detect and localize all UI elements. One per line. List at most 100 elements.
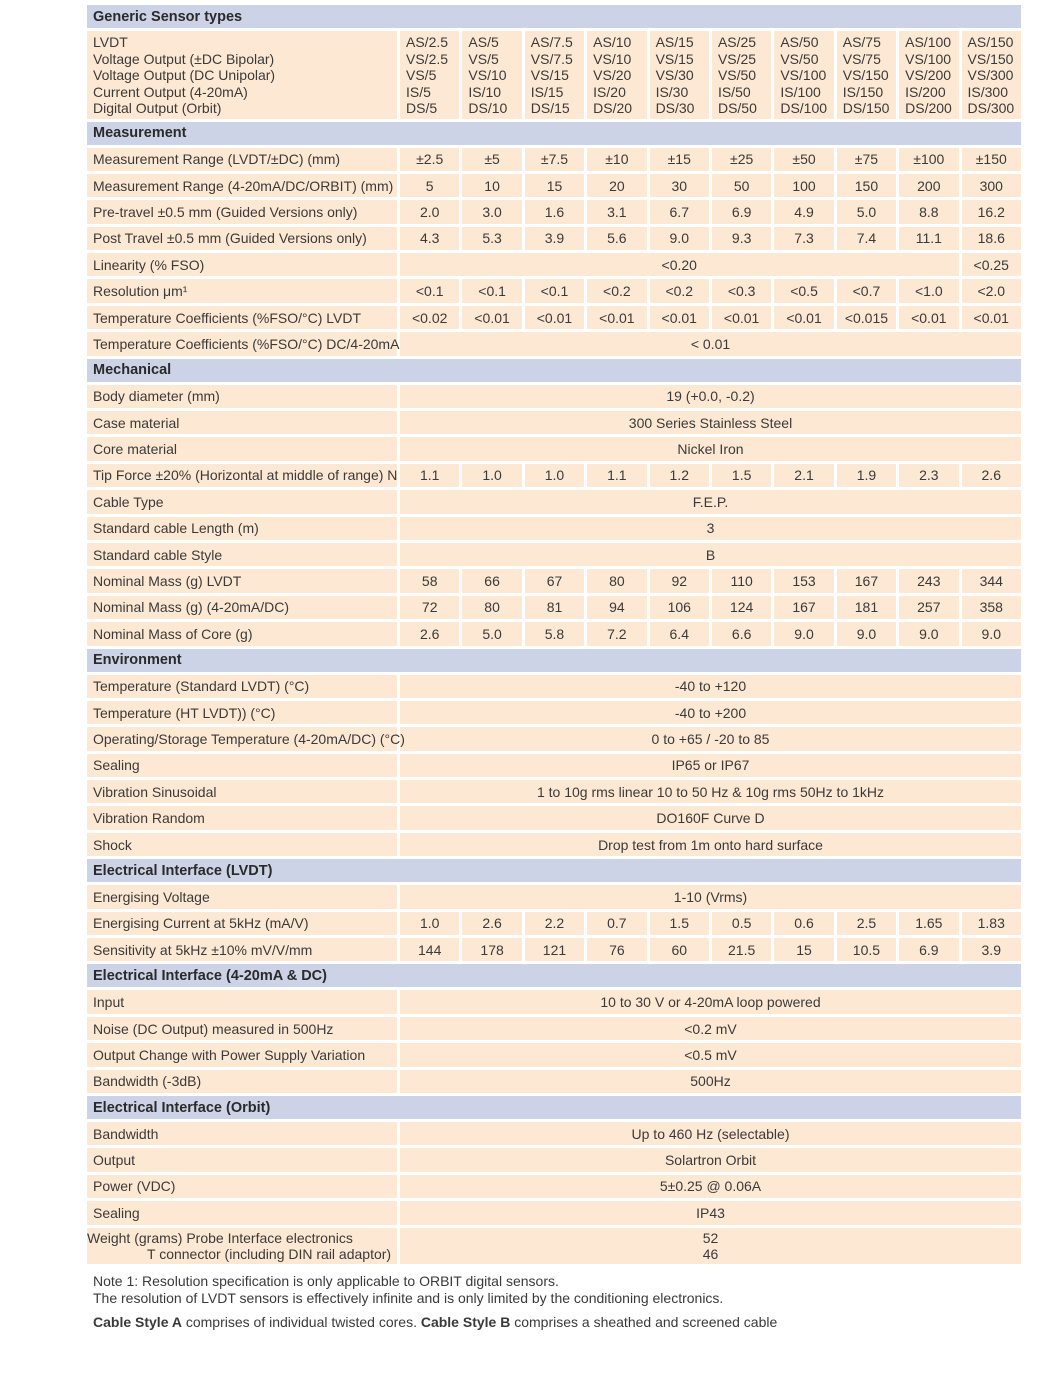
spec-value: DO160F Curve D	[400, 806, 1021, 830]
section-header-sensor-types: Generic Sensor types	[87, 5, 1021, 28]
model-name: VS/75	[842, 50, 881, 67]
model-name: DS/20	[593, 100, 633, 116]
spec-label: Tip Force ±20% (Horizontal at middle of …	[87, 463, 397, 488]
spec-value: 0.5	[711, 911, 772, 936]
spec-value: 2.0	[400, 200, 460, 224]
spec-label: Output Change with Power Supply Variatio…	[87, 1043, 397, 1067]
model-name: VS/100	[780, 67, 827, 83]
spec-value: 257	[899, 595, 959, 620]
spec-value: 2.6	[961, 463, 1021, 488]
spec-table-container: Generic Sensor types LVDT Voltage Output (…	[84, 2, 1024, 1331]
spec-label: Temperature Coefficients (%FSO/°C) DC/4-…	[87, 332, 399, 356]
model-name: IS/20	[593, 83, 626, 100]
model-column: AS/25 VS/25 VS/50 IS/50 DS/50	[711, 31, 772, 119]
spec-value: 7.2	[587, 622, 647, 646]
spec-value: 5±0.25 @ 0.06A	[400, 1174, 1021, 1199]
model-name: IS/10	[468, 83, 502, 100]
spec-row: Noise (DC Output) measured in 500Hz <0.2 …	[87, 1016, 1021, 1041]
spec-value: <0.1	[400, 279, 460, 303]
spec-value: B	[400, 542, 1021, 567]
spec-row: Shock Drop test from 1m onto hard surface	[87, 832, 1021, 857]
spec-value: 3.9	[961, 938, 1021, 962]
spec-value: <0.01	[961, 305, 1021, 330]
spec-value: 20	[587, 173, 647, 198]
spec-label: Bandwidth	[87, 1122, 397, 1146]
spec-label: Body diameter (mm)	[87, 384, 397, 409]
spec-value: <0.01	[899, 305, 959, 330]
spec-value: 3.0	[462, 200, 522, 224]
spec-row: Standard cable Style B	[87, 542, 1021, 567]
spec-value: <0.25	[961, 253, 1021, 277]
spec-value: 76	[587, 938, 647, 962]
spec-value: 0.7	[587, 911, 647, 936]
model-name: DS/10	[468, 100, 508, 116]
spec-value: ±50	[774, 147, 834, 171]
spec-label: Nominal Mass (g) LVDT	[87, 569, 397, 593]
spec-value: 300 Series Stainless Steel	[400, 411, 1021, 435]
model-name: VS/10	[593, 50, 632, 67]
model-name: DS/5	[406, 100, 438, 116]
model-name: VS/50	[717, 67, 757, 83]
spec-value: 60	[649, 938, 709, 962]
spec-value: <0.01	[649, 305, 709, 330]
cable-a-text: comprises of individual twisted cores.	[181, 1313, 421, 1330]
spec-label: Energising Voltage	[87, 885, 397, 909]
spec-value: 2.5	[836, 911, 897, 936]
spec-value: -40 to +120	[400, 674, 1021, 698]
spec-row: Post Travel ±0.5 mm (Guided Versions onl…	[87, 226, 1021, 251]
spec-row: Nominal Mass (g) LVDT 58 66 67 80 92 110 153 167…	[87, 569, 1021, 593]
cable-a-label: Cable Style A	[93, 1313, 182, 1330]
spec-label: Shock	[87, 832, 397, 857]
spec-label: Input	[87, 990, 397, 1014]
spec-value: 0 to +65 / -20 to 85	[400, 727, 1021, 751]
cable-b-text: comprises a sheathed and screened cable	[510, 1313, 778, 1330]
spec-label: Resolution μm¹	[87, 279, 397, 303]
spec-value: 15	[524, 173, 585, 198]
model-name: IS/150	[842, 83, 884, 100]
spec-value: Drop test from 1m onto hard surface	[400, 832, 1021, 857]
spec-label: Case material	[87, 411, 397, 435]
section-header: Electrical Interface (LVDT)	[87, 859, 1021, 883]
spec-row: Vibration Sinusoidal 1 to 10g rms linear …	[87, 780, 1021, 804]
spec-value: <0.1	[462, 279, 522, 303]
spec-row: Temperature Coefficients (%FSO/°C) LVDT <…	[87, 305, 1021, 330]
model-name: DS/100	[780, 100, 828, 116]
spec-value: 6.9	[899, 938, 959, 962]
spec-value: <0.3	[711, 279, 772, 303]
spec-value: <0.015	[836, 305, 897, 330]
model-name: IS/50	[717, 83, 751, 100]
spec-value: 1.9	[836, 463, 897, 488]
spec-label: Bandwidth (-3dB)	[87, 1069, 397, 1093]
spec-value: 2.6	[400, 622, 460, 646]
spec-row: Cable Type F.E.P.	[87, 490, 1021, 514]
model-name: IS/300	[967, 83, 1008, 100]
sensor-type-label: LVDT	[93, 34, 128, 50]
model-name: IS/30	[655, 83, 689, 100]
model-name: VS/15	[655, 50, 694, 67]
spec-value: 9.0	[649, 226, 709, 251]
note-2: The resolution of LVDT sensors is effect…	[93, 1289, 724, 1306]
cable-style-note: Cable Style A comprises of individual tw…	[93, 1314, 1024, 1331]
spec-label: Sealing	[87, 753, 397, 778]
spec-value: 100	[774, 173, 834, 198]
sensor-type-label: Voltage Output (DC Unipolar)	[93, 67, 276, 83]
spec-value: < 0.01	[400, 332, 1021, 356]
model-name: VS/100	[905, 50, 952, 67]
spec-value: 67	[524, 569, 585, 593]
spec-value: Solartron Orbit	[400, 1148, 1021, 1172]
note-1: Note 1: Resolution specification is only…	[93, 1272, 559, 1289]
model-name: DS/15	[530, 100, 570, 116]
spec-value: 344	[961, 569, 1021, 593]
spec-value: IP65 or IP67	[400, 753, 1021, 778]
spec-value: Up to 460 Hz (selectable)	[400, 1122, 1021, 1146]
spec-value: 6.9	[711, 200, 772, 224]
model-name: AS/7.5	[530, 34, 573, 50]
spec-value: 30	[649, 173, 709, 198]
spec-row: Linearity (% FSO) <0.20 <0.25	[87, 253, 1021, 277]
sensor-type-label: Voltage Output (±DC Bipolar)	[93, 50, 275, 67]
spec-value: 500Hz	[400, 1069, 1021, 1093]
spec-label: Nominal Mass (g) (4-20mA/DC)	[87, 595, 397, 620]
model-name: VS/20	[593, 67, 632, 83]
spec-value: 1.5	[711, 463, 772, 488]
spec-value: 3.1	[587, 200, 647, 224]
